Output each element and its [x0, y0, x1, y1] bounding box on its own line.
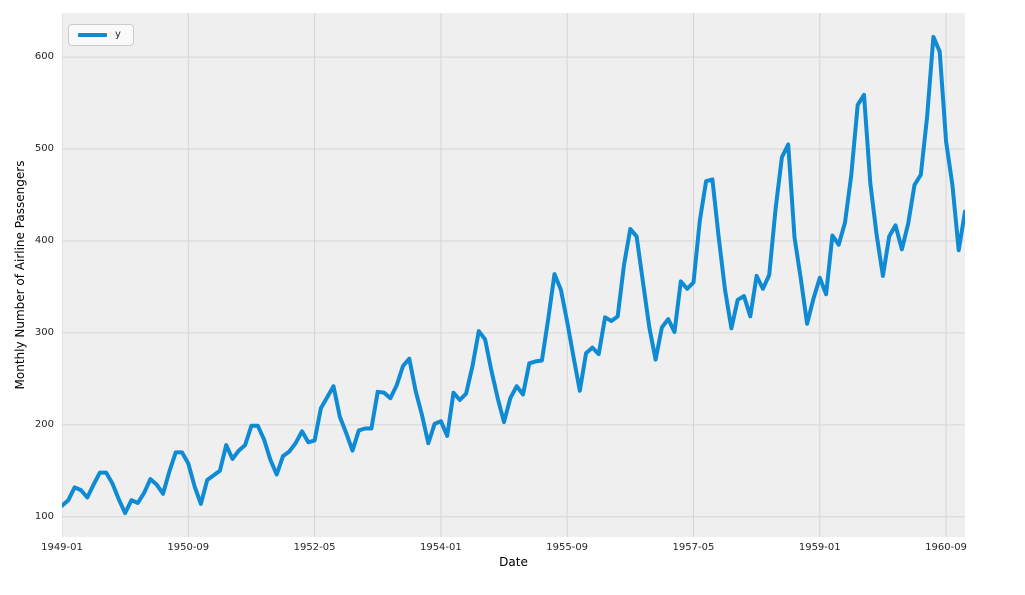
- legend-label: y: [115, 29, 121, 40]
- x-axis-label: Date: [499, 555, 528, 569]
- legend-line-swatch: [78, 33, 107, 37]
- x-tick-label: 1959-01: [798, 542, 841, 553]
- x-tick-label: 1957-05: [672, 542, 715, 553]
- y-tick-label: 600: [34, 51, 54, 63]
- y-tick-label: 300: [34, 326, 54, 338]
- x-tick-label: 1949-01: [41, 542, 83, 553]
- x-tick-label: 1955-09: [546, 542, 589, 553]
- y-tick-label: 200: [34, 418, 54, 430]
- x-tick-label: 1952-05: [293, 542, 336, 553]
- y-tick-label: 400: [34, 234, 54, 246]
- x-tick-label: 1954-01: [419, 542, 462, 553]
- y-tick-label: 100: [34, 510, 54, 522]
- series-y-line: [62, 34, 965, 516]
- x-tick-label: 1960-09: [925, 542, 967, 553]
- y-tick-label: 500: [34, 143, 54, 155]
- plot-area: y: [62, 13, 965, 537]
- y-axis-label: Monthly Number of Airline Passengers: [13, 160, 27, 390]
- x-tick-label: 1950-09: [167, 542, 210, 553]
- legend: y: [68, 24, 134, 46]
- line-chart-svg: [62, 13, 965, 537]
